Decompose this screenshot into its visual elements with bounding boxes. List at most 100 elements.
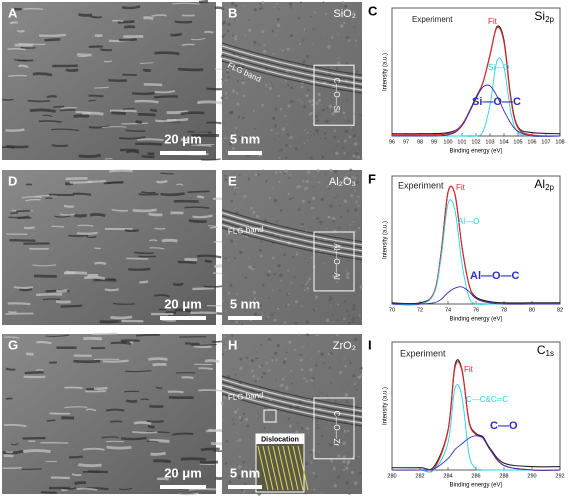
texture — [310, 359, 312, 361]
texture — [245, 356, 248, 359]
texture — [231, 347, 233, 349]
texture — [260, 364, 264, 367]
texture — [307, 200, 311, 204]
texture — [324, 173, 327, 176]
texture — [51, 225, 65, 228]
series-label: Fit — [456, 183, 466, 192]
texture — [24, 371, 44, 375]
texture — [290, 7, 293, 9]
texture — [60, 304, 83, 308]
texture — [311, 196, 316, 201]
texture — [346, 129, 349, 132]
texture — [5, 312, 34, 316]
texture — [352, 374, 356, 378]
texture — [259, 304, 262, 307]
texture — [354, 137, 357, 140]
texture — [337, 454, 341, 458]
texture — [342, 147, 345, 150]
texture — [223, 122, 225, 125]
texture — [149, 108, 158, 112]
texture — [293, 415, 295, 417]
texture — [258, 80, 261, 83]
texture — [242, 413, 246, 416]
texture — [259, 343, 263, 347]
core-level-sub: 2p — [545, 183, 554, 192]
texture — [263, 44, 266, 47]
texture — [274, 170, 278, 174]
texture — [81, 111, 104, 116]
x-tick-label: 290 — [527, 473, 536, 479]
panel-label: D — [8, 173, 17, 188]
texture — [244, 134, 248, 138]
x-tick-label: 74 — [445, 307, 451, 313]
series-label: C—C&C═C — [466, 395, 508, 404]
plot-frame — [391, 341, 561, 471]
texture — [315, 333, 319, 337]
texture — [329, 168, 333, 173]
texture — [242, 79, 245, 82]
texture — [332, 321, 334, 323]
texture — [242, 94, 246, 98]
texture — [25, 198, 41, 202]
texture — [120, 436, 147, 441]
texture — [160, 172, 174, 175]
texture — [315, 364, 318, 367]
lattice-fringe — [221, 212, 363, 246]
texture — [324, 132, 327, 135]
texture — [345, 269, 347, 271]
y-axis-label: Intensity (a.u.) — [383, 221, 389, 259]
texture — [337, 61, 341, 65]
texture — [110, 109, 137, 113]
texture — [273, 6, 276, 8]
texture — [350, 470, 355, 475]
texture — [23, 226, 35, 230]
texture — [140, 191, 156, 194]
spectrum-line — [391, 286, 560, 305]
texture — [281, 127, 286, 131]
texture — [343, 139, 347, 143]
texture — [305, 380, 308, 383]
texture — [234, 4, 238, 8]
texture — [196, 254, 222, 259]
texture — [347, 460, 351, 464]
texture — [188, 219, 207, 223]
texture — [42, 114, 53, 118]
texture — [134, 99, 159, 104]
texture — [124, 228, 140, 233]
texture — [276, 17, 280, 22]
texture — [160, 192, 185, 197]
lattice-fringe — [221, 215, 363, 249]
texture — [59, 213, 76, 216]
texture — [288, 424, 292, 428]
texture — [354, 208, 358, 212]
texture — [146, 431, 170, 434]
texture — [350, 175, 354, 179]
texture — [347, 39, 351, 42]
texture — [355, 200, 358, 203]
texture — [254, 173, 258, 177]
texture — [197, 100, 224, 105]
texture — [119, 148, 139, 152]
texture — [18, 42, 46, 46]
texture — [238, 438, 242, 442]
texture — [236, 440, 239, 443]
lattice-fringe — [221, 221, 363, 255]
scale-bar-label: 20 μm — [164, 296, 202, 311]
texture — [312, 216, 315, 219]
texture — [321, 108, 325, 112]
texture — [316, 216, 320, 221]
texture — [273, 318, 277, 322]
texture — [94, 261, 107, 265]
texture — [232, 422, 235, 425]
texture — [146, 440, 159, 443]
texture — [345, 116, 348, 118]
lattice-fringe — [221, 51, 363, 85]
texture — [284, 79, 287, 82]
texture — [287, 104, 291, 108]
texture — [252, 374, 255, 378]
texture — [132, 208, 157, 213]
texture — [262, 49, 267, 54]
texture — [297, 333, 300, 336]
texture — [208, 225, 217, 228]
lattice-fringe — [221, 54, 363, 88]
